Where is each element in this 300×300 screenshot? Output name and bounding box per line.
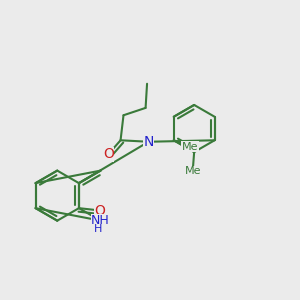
- Text: Me: Me: [184, 166, 201, 176]
- Text: O: O: [95, 203, 106, 218]
- Text: N: N: [143, 135, 154, 149]
- Text: NH: NH: [91, 214, 110, 227]
- Text: H: H: [94, 224, 102, 235]
- Text: O: O: [103, 147, 114, 161]
- Text: Me: Me: [182, 142, 198, 152]
